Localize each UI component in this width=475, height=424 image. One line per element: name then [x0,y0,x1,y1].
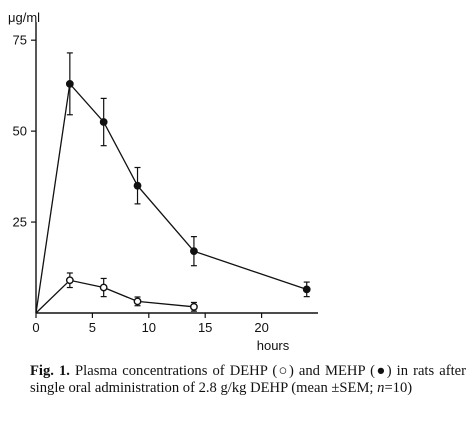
y-tick-label: 50 [13,124,27,139]
sample-size-symbol: n [377,380,385,396]
x-tick-label: 0 [32,320,39,335]
chart-series-layer [35,52,311,314]
dehp-data-point [190,302,198,311]
chart-axes [35,22,318,314]
figure-caption-label: Fig. 1. [30,363,70,379]
mehp-data-point [133,181,142,190]
dehp-data-point [133,297,142,306]
figure-caption-text: ) and MEHP ( [288,363,375,379]
chart: 25 50 75 0 5 10 15 20 μg/ml hours [8,10,318,353]
x-tick-label: 5 [89,320,96,335]
x-tick-label: 20 [254,320,268,335]
mehp-series [35,52,311,314]
figure-caption-text: Plasma concentrations of DEHP ( [69,363,278,379]
open-circle-symbol: ○ [277,363,289,379]
mehp-data-point [190,247,198,256]
x-tick-label: 15 [198,320,212,335]
y-tick-label: 75 [13,33,27,48]
mehp-series-line [35,82,307,314]
dehp-series [35,272,198,314]
mehp-data-point [65,79,74,88]
y-axis-label: μg/ml [8,10,40,25]
filled-circle-symbol: ● [375,363,387,379]
figure-caption-text: =10) [384,380,413,396]
x-tick-label: 10 [142,320,156,335]
dehp-data-point [65,276,74,285]
x-axis-label: hours [257,338,290,353]
y-tick-label: 25 [13,215,27,230]
figure-caption: Fig. 1. Plasma concentrations of DEHP (○… [30,363,466,397]
mehp-data-point [302,285,311,294]
figure-caption-text: ) in rats after single oral administrati… [30,363,466,396]
chart-ticks: 25 50 75 0 5 10 15 20 [13,33,269,335]
dehp-series-line [35,279,194,314]
mehp-data-point [99,118,108,126]
dehp-data-point [99,283,108,292]
